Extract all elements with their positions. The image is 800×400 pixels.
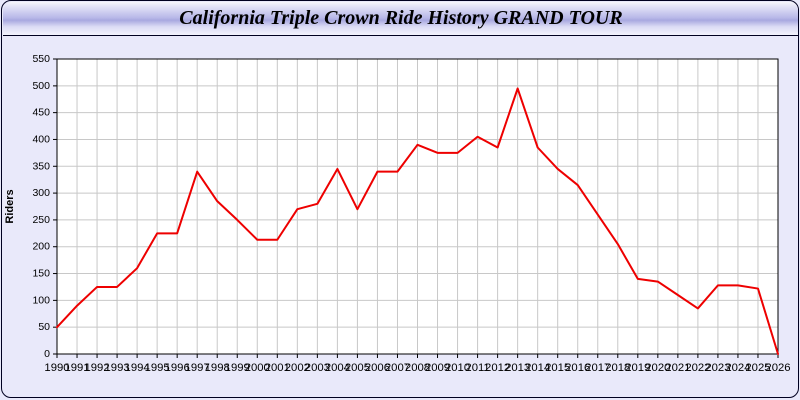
svg-text:Riders: Riders: [4, 189, 16, 223]
svg-text:2026: 2026: [765, 362, 790, 374]
svg-text:350: 350: [32, 160, 50, 172]
svg-text:0: 0: [44, 348, 50, 360]
svg-text:500: 500: [32, 80, 50, 92]
svg-text:400: 400: [32, 133, 50, 145]
svg-text:200: 200: [32, 241, 50, 253]
svg-text:100: 100: [32, 294, 50, 306]
svg-text:250: 250: [32, 214, 50, 226]
svg-text:450: 450: [32, 107, 50, 119]
svg-text:50: 50: [38, 321, 50, 333]
svg-text:300: 300: [32, 187, 50, 199]
svg-text:550: 550: [32, 53, 50, 65]
svg-text:150: 150: [32, 268, 50, 280]
